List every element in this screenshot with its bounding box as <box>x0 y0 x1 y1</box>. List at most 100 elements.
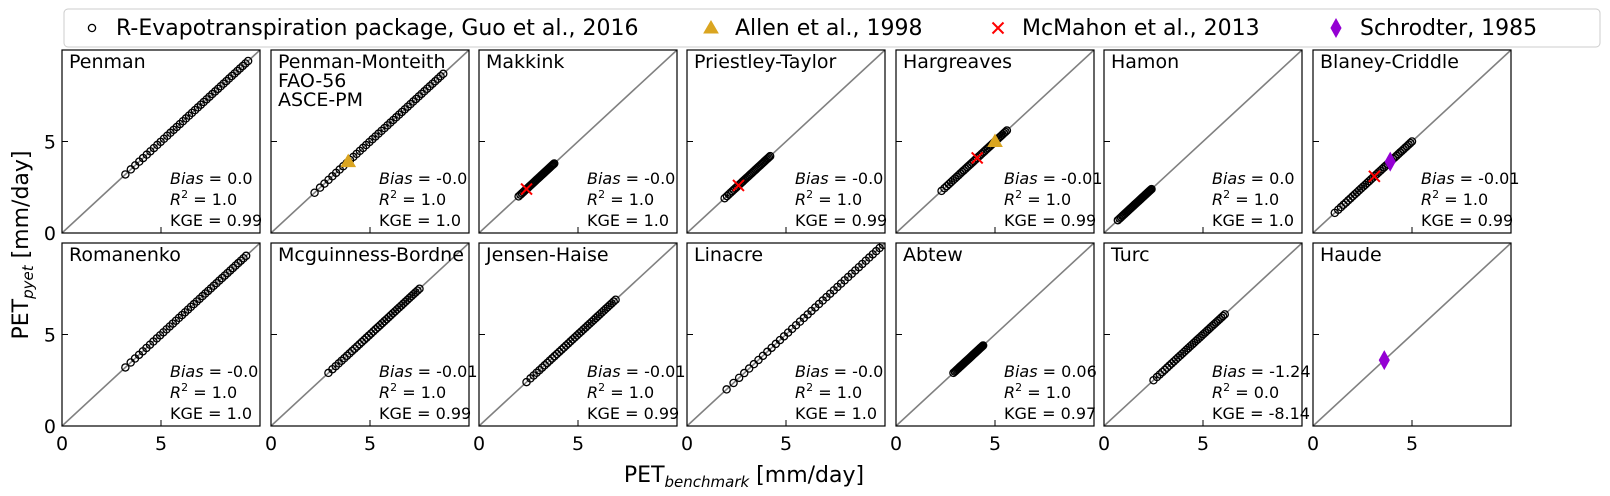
panel-title: Jensen-Haise <box>485 244 609 266</box>
data-point <box>366 329 376 338</box>
legend-entry: Allen et al., 1998 <box>703 16 922 41</box>
stats-box: Bias = 0.0R2 = 1.0 KGE = 0.99 <box>170 169 262 230</box>
data-point <box>428 79 437 88</box>
panel-romanenko: 0 5 0 5 Romanenko Bias = -0.0R2 = 1.0 KGE = 1.… <box>44 242 261 455</box>
bias-stat: Bias = -0.01 <box>1004 169 1103 188</box>
data-point <box>364 331 374 340</box>
data-point <box>208 89 217 99</box>
kge-stat: KGE = 0.99 <box>379 404 471 423</box>
data-point <box>1155 370 1165 379</box>
y-tick-label: 0 <box>44 223 56 245</box>
stats-box: Bias = -0.0R2 = 1.0 KGE = 1.0 <box>795 362 883 423</box>
legend-marker-open-circle <box>87 23 97 33</box>
data-point <box>337 356 346 366</box>
data-point <box>121 363 130 372</box>
data-point <box>540 361 549 370</box>
marker-cross <box>970 151 984 165</box>
data-point <box>549 159 559 168</box>
panel-haude: 0 5 Haude <box>1307 242 1512 455</box>
data-point <box>765 151 775 161</box>
data-point <box>878 243 885 250</box>
stats-box: Bias = -0.0R2 = 1.0 KGE = 0.99 <box>795 169 887 230</box>
legend-marker-thin-diamond <box>1330 17 1342 39</box>
data-point <box>408 97 418 106</box>
bias-stat: Bias = -0.01 <box>379 362 478 381</box>
data-point <box>734 373 744 383</box>
bias-stat: Bias = -0.0 <box>379 169 467 188</box>
data-point <box>228 263 238 273</box>
r2-stat: R2 = 1.0 <box>1004 381 1071 402</box>
data-point <box>1152 372 1162 382</box>
marker-triangle <box>340 153 357 168</box>
r2-stat: R2 = 1.0 <box>795 188 862 209</box>
data-point <box>430 76 440 86</box>
data-point <box>557 345 566 354</box>
kge-stat: KGE = 0.99 <box>587 404 679 423</box>
panel-title: Priestley-Taylor <box>694 51 836 73</box>
legend-marker-cross <box>991 21 1005 35</box>
data-point <box>210 87 220 96</box>
data-point <box>1333 205 1343 214</box>
data-point <box>225 266 235 275</box>
kge-stat: KGE = 1.0 <box>587 211 669 230</box>
data-point <box>1341 198 1351 207</box>
legend-marker-triangle <box>703 20 719 34</box>
panel-title: Penman-Monteith <box>278 51 446 73</box>
data-point <box>414 92 424 101</box>
identity-line <box>687 243 885 426</box>
data-point <box>347 346 357 356</box>
panel-title: Linacre <box>694 244 763 266</box>
kge-stat: KGE = 0.99 <box>1004 211 1096 230</box>
data-point <box>243 56 253 66</box>
data-point <box>744 364 754 373</box>
data-point <box>233 66 242 76</box>
panel-hamon: Hamon Bias = 0.0R2 = 1.0 KGE = 1.0 <box>1103 49 1303 234</box>
bias-stat: Bias = -0.0 <box>170 362 258 381</box>
data-point <box>554 347 564 357</box>
data-point <box>231 261 240 270</box>
data-point <box>763 154 773 163</box>
r2-stat: R2 = 1.0 <box>1004 188 1071 209</box>
bias-stat: Bias = -0.0 <box>795 362 883 381</box>
data-point <box>239 253 248 263</box>
panel-title: Penman <box>69 51 146 73</box>
marker-cross <box>520 182 533 196</box>
r2-stat: R2 = 1.0 <box>1212 188 1279 209</box>
marker-cross <box>732 179 745 192</box>
data-point <box>216 81 226 91</box>
bias-stat: Bias = 0.0 <box>1212 169 1295 188</box>
identity-line <box>896 243 1094 426</box>
data-point <box>213 84 223 94</box>
identity-line <box>687 50 885 233</box>
panel-title: FAO-56 <box>278 70 346 92</box>
data-point <box>334 359 343 368</box>
data-point <box>222 76 231 86</box>
x-axis-label: PETbenchmark [mm/day] <box>624 463 864 491</box>
x-tick-label: 0 <box>681 433 693 455</box>
bias-stat: Bias = -0.01 <box>1421 169 1520 188</box>
y-tick-label: 5 <box>44 132 56 154</box>
r2-stat: R2 = 1.0 <box>587 188 654 209</box>
data-point <box>236 256 246 265</box>
identity-line <box>479 50 677 233</box>
data-point <box>433 74 443 83</box>
data-point <box>1002 126 1012 135</box>
panel-title: Mcguinness-Bordne <box>278 244 464 266</box>
data-point <box>548 160 557 170</box>
stats-box: Bias = -0.0R2 = 1.0 KGE = 1.0 <box>379 169 467 230</box>
data-point <box>1145 186 1155 195</box>
data-point <box>439 69 448 79</box>
data-point <box>403 102 412 111</box>
data-point <box>235 64 245 73</box>
data-point <box>233 258 243 268</box>
bias-stat: Bias = -1.24 <box>1212 362 1311 381</box>
data-point <box>241 251 251 261</box>
data-point <box>201 289 210 298</box>
